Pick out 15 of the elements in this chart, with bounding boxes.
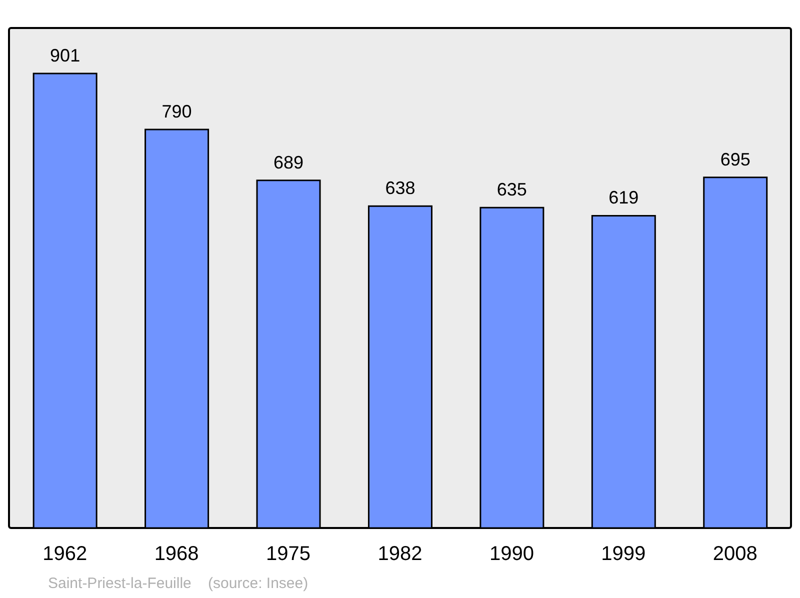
data-label: 619: [608, 188, 639, 208]
x-tick-label: 1982: [378, 543, 422, 566]
x-tick-label: 2008: [712, 543, 758, 566]
data-label: 901: [50, 45, 80, 66]
x-tick-label: 1990: [489, 543, 534, 566]
x-tick-label: 1962: [42, 543, 88, 566]
x-tick-label: 1968: [154, 543, 199, 566]
data-label: 635: [496, 180, 527, 200]
text: Saint-Priest-la-Feuille (source: Insee): [48, 575, 308, 592]
x-tick-label: 1999: [601, 543, 646, 566]
data-label: 790: [162, 101, 192, 122]
data-label: 689: [273, 152, 304, 172]
x-tick-label: 1975: [266, 543, 311, 566]
data-label: 695: [720, 149, 750, 170]
data-label: 638: [385, 178, 416, 198]
